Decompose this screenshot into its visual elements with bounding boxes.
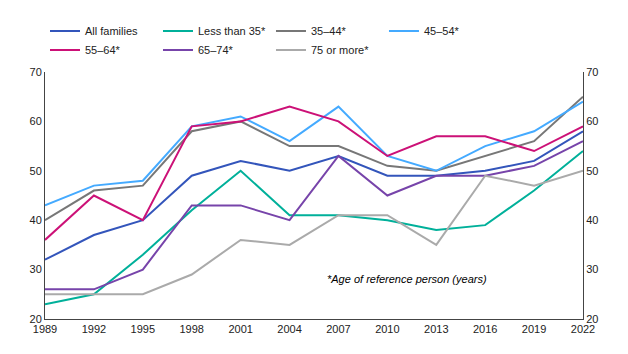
svg-text:2022: 2022 [571,323,595,335]
svg-text:40: 40 [586,214,598,226]
svg-text:20: 20 [586,313,598,325]
svg-text:70: 70 [586,66,598,78]
svg-text:All families: All families [85,25,138,37]
svg-text:35–44*: 35–44* [311,25,347,37]
svg-text:*Age of reference person (year: *Age of reference person (years) [327,273,487,285]
svg-text:Less than 35*: Less than 35* [198,25,266,37]
svg-text:2013: 2013 [424,323,448,335]
svg-text:50: 50 [30,165,42,177]
svg-text:2001: 2001 [228,323,252,335]
svg-text:30: 30 [30,263,42,275]
svg-text:60: 60 [30,115,42,127]
svg-text:45–54*: 45–54* [424,25,460,37]
svg-text:1992: 1992 [82,323,106,335]
svg-text:30: 30 [586,263,598,275]
svg-text:2004: 2004 [277,323,301,335]
svg-text:2016: 2016 [473,323,497,335]
svg-text:2010: 2010 [375,323,399,335]
svg-text:70: 70 [30,66,42,78]
svg-text:2007: 2007 [326,323,350,335]
svg-text:50: 50 [586,165,598,177]
svg-text:1998: 1998 [179,323,203,335]
svg-text:75 or more*: 75 or more* [311,44,369,56]
svg-text:2019: 2019 [522,323,546,335]
svg-text:55–64*: 55–64* [85,44,121,56]
svg-text:20: 20 [30,313,42,325]
svg-text:60: 60 [586,115,598,127]
svg-text:65–74*: 65–74* [198,44,234,56]
svg-text:1995: 1995 [131,323,155,335]
svg-text:1989: 1989 [33,323,57,335]
svg-text:40: 40 [30,214,42,226]
